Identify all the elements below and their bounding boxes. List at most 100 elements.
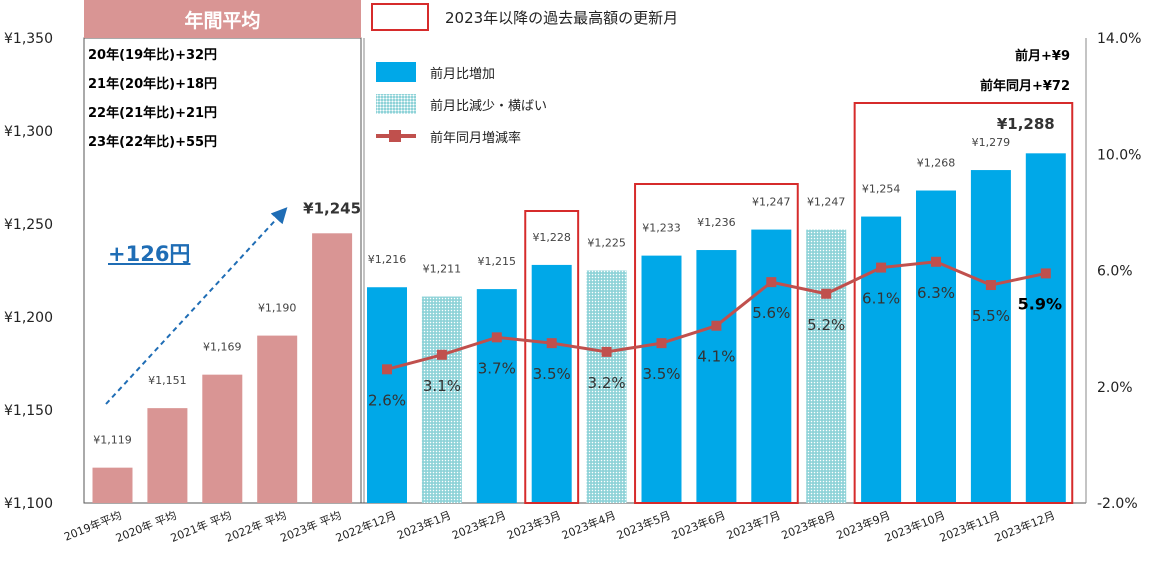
right-axis-tick-label: 14.0% — [1097, 31, 1141, 47]
yoy-value-label: 6.3% — [917, 284, 955, 302]
x-axis-label: 2023年8月 — [779, 508, 837, 542]
record-highlight-box — [634, 183, 799, 504]
left-axis-tick-label: ¥1,150 — [4, 403, 53, 419]
left-axis-tick-label: ¥1,250 — [4, 217, 53, 233]
x-axis-label: 2023年7月 — [724, 508, 782, 542]
bar-value-label: ¥1,247 — [807, 196, 846, 209]
right-axis-tick-label: -2.0% — [1097, 496, 1138, 512]
bar-7 — [421, 296, 462, 503]
yoy-marker — [711, 320, 722, 331]
x-axis-label: 2023年5月 — [615, 508, 673, 542]
bar-value-label: ¥1,211 — [423, 263, 462, 276]
x-axis-label: 2023年4月 — [560, 508, 618, 542]
legend-yoy: 前年同月増減率 — [376, 120, 547, 152]
bar-13 — [751, 229, 792, 503]
yoy-value-label: 5.9% — [1018, 294, 1062, 313]
bar-8 — [476, 289, 517, 503]
legend-decrease-swatch — [376, 94, 416, 114]
bar-value-label: ¥1,228 — [532, 231, 571, 244]
x-axis-label: 2019年平均 — [62, 508, 124, 544]
x-axis-label: 2023年 平均 — [278, 508, 343, 545]
yoy-value-label: 5.2% — [807, 316, 845, 334]
x-axis-label: 2023年3月 — [505, 508, 563, 542]
bar-value-label: ¥1,151 — [148, 374, 187, 387]
right-axis-tick-label: 10.0% — [1097, 147, 1141, 163]
bar-value-label: ¥1,279 — [972, 136, 1011, 149]
x-axis-label: 2022年 平均 — [223, 508, 288, 545]
legend-decrease: 前月比減少・横ばい — [376, 88, 547, 120]
bar-3 — [202, 374, 243, 503]
yoy-marker — [491, 332, 502, 343]
record-legend-label: 2023年以降の過去最高額の更新月 — [445, 8, 679, 27]
x-axis-label: 2023年12月 — [992, 508, 1057, 545]
annual-average-banner: 年間平均 — [84, 0, 361, 38]
bar-value-label: ¥1,268 — [917, 157, 956, 170]
yoy-value-label: 3.5% — [533, 365, 571, 383]
annual-comparison-2022: 22年(21年比)+21円 — [88, 106, 218, 121]
bar-1 — [92, 467, 133, 503]
bar-value-label: ¥1,225 — [587, 237, 626, 250]
bar-5 — [312, 233, 353, 504]
legend-yoy-label: 前年同月増減率 — [430, 130, 522, 146]
bar-value-label: ¥1,247 — [752, 196, 791, 209]
yoy-marker — [766, 277, 777, 288]
yoy-value-label: 3.1% — [423, 377, 461, 395]
left-axis-tick-label: ¥1,100 — [4, 496, 53, 512]
yoy-value-label: 3.7% — [478, 359, 516, 377]
bar-2 — [147, 408, 188, 503]
bar-value-label: ¥1,169 — [203, 341, 242, 354]
bar-9 — [531, 264, 572, 503]
legend-yoy-swatch — [376, 126, 416, 146]
annual-comparison-2023: 23年(22年比)+55円 — [88, 135, 218, 150]
right-axis-tick-label: 6.0% — [1097, 264, 1133, 280]
yoy-marker — [985, 280, 996, 291]
bar-value-label: ¥1,245 — [303, 199, 361, 217]
record-legend-box — [371, 3, 429, 31]
yoy-marker — [656, 338, 667, 349]
legend-decrease-label: 前月比減少・横ばい — [430, 98, 548, 114]
yoy-marker — [876, 262, 887, 273]
yoy-marker — [931, 256, 941, 267]
bar-12 — [696, 250, 737, 503]
x-axis-label: 2023年6月 — [669, 508, 727, 542]
left-axis-tick-label: ¥1,300 — [4, 124, 53, 140]
yoy-marker — [821, 288, 832, 299]
bar-17 — [970, 170, 1011, 503]
bar-value-label: ¥1,190 — [258, 302, 297, 315]
bar-value-label: ¥1,233 — [642, 222, 681, 235]
bar-value-label: ¥1,288 — [997, 115, 1055, 133]
yoy-marker — [382, 364, 392, 375]
right-axis-tick-label: 2.0% — [1097, 380, 1133, 396]
yoy-value-label: 3.2% — [588, 374, 626, 392]
annual-comparisons: 20年(19年比)+32円 21年(20年比)+18円 22年(21年比)+21… — [88, 44, 358, 160]
record-legend: 2023年以降の過去最高額の更新月 — [371, 0, 678, 34]
bar-6 — [367, 287, 407, 503]
note-prev-year: 前年同月+¥72 — [979, 79, 1070, 94]
bar-15 — [861, 216, 902, 503]
bar-value-label: ¥1,236 — [697, 216, 736, 229]
x-axis-label: 2023年10月 — [883, 508, 948, 545]
record-highlight-box — [853, 102, 1074, 504]
bar-14 — [806, 229, 847, 503]
growth-arrow — [105, 207, 288, 405]
growth-label: +126円 — [108, 242, 191, 266]
legend-increase: 前月比増加 — [376, 56, 547, 88]
yoy-marker — [601, 346, 612, 357]
yoy-value-label: 5.6% — [752, 304, 790, 322]
left-axis-tick-label: ¥1,200 — [4, 310, 53, 326]
yoy-marker — [1040, 268, 1051, 279]
left-axis-tick-label: ¥1,350 — [4, 31, 53, 47]
x-axis-label: 2023年11月 — [937, 508, 1002, 545]
bar-value-label: ¥1,254 — [862, 183, 901, 196]
note-prev-month: 前月+¥9 — [1015, 49, 1070, 64]
yoy-marker — [436, 349, 447, 360]
yoy-value-label: 2.6% — [368, 391, 406, 409]
annual-comparison-2020: 20年(19年比)+32円 — [88, 48, 218, 63]
bar-value-label: ¥1,215 — [478, 255, 517, 268]
bar-4 — [257, 335, 298, 503]
x-axis-label: 2023年9月 — [834, 508, 892, 542]
series-legend: 前月比増加 前月比減少・横ばい 前年同月増減率 — [376, 56, 547, 152]
x-axis-label: 2023年1月 — [395, 508, 453, 542]
record-highlight-box — [524, 210, 580, 504]
